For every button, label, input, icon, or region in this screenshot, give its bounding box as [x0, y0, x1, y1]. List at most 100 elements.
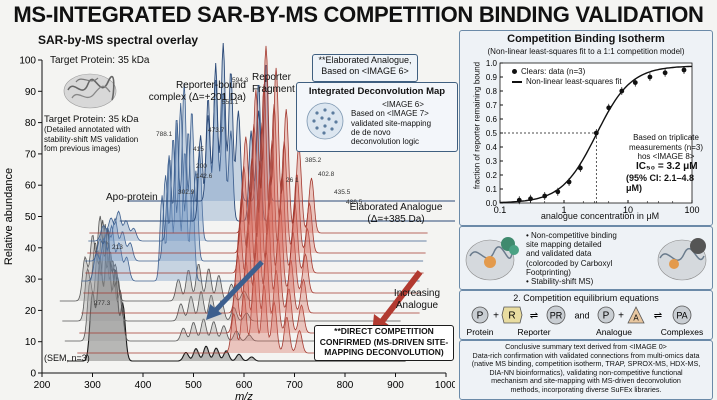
mapping-note-line: • Stability-shift MS)	[526, 277, 594, 287]
isotherm-legend: Clears: data (n=3) Non-linear least-squa…	[512, 67, 622, 87]
spectral-y-tick-label: 30	[25, 275, 37, 286]
spectral-trace	[81, 122, 420, 282]
isotherm-y-tick-label: 0.3	[486, 157, 498, 166]
eq-caption-protein: Protein	[467, 327, 494, 337]
triplicate-note: Based on triplicate measurements (n=3) h…	[626, 133, 706, 162]
isotherm-xlabel: analogue concentration in μM	[540, 211, 660, 221]
isotherm-y-tick-label: 0.0	[486, 199, 498, 208]
isotherm-y-tick-label: 0.6	[486, 115, 498, 124]
deconv-text-line: validated site-mapping	[351, 118, 432, 128]
blue-arrow-icon	[212, 260, 264, 314]
peak-label: 200	[196, 163, 207, 170]
isotherm-y-tick-label: 0.8	[486, 87, 498, 96]
isotherm-x-tick-label: 0.1	[494, 205, 507, 215]
elaborated-analogue-line: (Δ=+385 Da)	[367, 213, 425, 225]
peak-label: 788.1	[156, 131, 173, 138]
isotherm-panel: Competition Binding Isotherm (Non-linear…	[459, 30, 713, 226]
legend-data-entry: Clears: data (n=3)	[512, 67, 622, 77]
legend-line-icon	[512, 81, 522, 83]
reporter-bound-line: complex (Δ=+201 Da)	[148, 91, 246, 103]
increasing-analogue-line: Increasing	[393, 288, 441, 299]
mapping-note-line: (colorcoded by Carboxyl	[526, 258, 613, 268]
spectral-trace-fill	[79, 237, 418, 333]
spectral-y-tick-label: 40	[25, 243, 37, 254]
eq-p2: P	[603, 311, 610, 322]
main-title: MS-INTEGRATED SAR-BY-MS COMPETITION BIND…	[13, 2, 704, 27]
isotherm-y-tick-label: 0.5	[486, 129, 498, 138]
spectral-x-tick-label: 600	[236, 380, 253, 391]
isotherm-plot	[499, 65, 692, 205]
reporter-bound-line: Reporter-bound	[175, 80, 246, 91]
peak-label: 473.7	[208, 127, 225, 134]
triplicate-line: hos <IMAGE 8>	[637, 152, 695, 161]
isotherm-data-point	[566, 179, 572, 185]
isotherm-chart: 0.1 1 10 1000.00.10.20.30.40.50.60.70.80.91…	[486, 59, 700, 215]
isotherm-x-tick-label: 1	[561, 205, 566, 215]
sem-note: (SEM, n=3)	[44, 353, 90, 363]
peak-label: 277.3	[94, 300, 111, 307]
peak-label: 385.2	[305, 157, 322, 164]
legend-fit-entry: Non-linear least-squares fit	[512, 77, 622, 87]
spectral-y-tick-label: 80	[25, 118, 37, 129]
isotherm-y-tick-label: 0.9	[486, 73, 498, 82]
spectral-x-tick-label: 400	[135, 380, 152, 391]
isotherm-data-point	[606, 105, 612, 111]
deconv-text-line: Based on <IMAGE 7>	[351, 109, 429, 119]
apo-protein-label: Apo-protein	[106, 192, 158, 203]
elaborated-analogue-label: Elaborated Analogue (Δ=+385 Da)	[346, 202, 446, 225]
isotherm-x-tick-label: 10	[623, 205, 633, 215]
target-protein-detail: Target Protein: 35 kDa (Detailed annotat…	[44, 114, 156, 154]
spectral-trace	[83, 161, 422, 294]
red-arrow-icon	[377, 270, 423, 326]
spectral-y-tick-label: 10	[25, 337, 37, 348]
mapping-note-line: and validated data	[526, 249, 592, 259]
spectral-x-tick-label: 700	[286, 380, 303, 391]
eq-caption-complexes: Complexes	[661, 327, 704, 337]
isotherm-y-tick-label: 0.7	[486, 101, 498, 110]
spectral-x-label: m/z	[235, 391, 253, 400]
spectral-trace-fill	[83, 161, 422, 293]
mapping-note-line: site mapping detailed	[526, 240, 602, 250]
peak-label: 402.8	[318, 171, 335, 178]
eq-a: A	[633, 314, 639, 323]
mapping-notes: • Non-competitive binding site mapping d…	[526, 231, 654, 286]
isotherm-data-point	[528, 196, 533, 202]
eq-caption-reporter: Reporter	[517, 327, 550, 337]
direct-competition-box: **DIRECT COMPETITION CONFIRMED (MS-DRIVE…	[314, 325, 454, 361]
confirm-line: CONFIRMED (MS-DRIVEN SITE-	[319, 336, 449, 347]
elaborated-analogue-box: **Elaborated Analogue, Based on <IMAGE 6…	[312, 54, 418, 82]
eq-pa: PA	[676, 311, 687, 321]
peak-label: 551.1	[222, 99, 239, 106]
spectral-panel: 200 300 400 500 600 700 800 900 1000 0 10 20 30 40 50 6…	[0, 28, 455, 400]
summary-panel: Conclusive summary text derived from <IM…	[459, 340, 713, 400]
spectral-trace	[85, 122, 424, 274]
summary-line: mechanism and site-mapping with MS-drive…	[491, 376, 681, 386]
deconv-text-line: de de novo	[351, 127, 391, 137]
deconvolution-map-box: Integrated Deconvolution Map <IMAGE 6> B…	[296, 82, 458, 152]
spectral-y-label: Relative abundance	[3, 168, 15, 265]
spectral-trace	[89, 45, 428, 234]
isotherm-title: Competition Binding Isotherm	[507, 33, 665, 45]
spectral-trace-fill	[87, 84, 426, 253]
peak-label: 302.9	[178, 189, 195, 196]
spectral-trace	[127, 42, 455, 202]
spectral-subtitle: SAR-by-MS spectral overlay	[38, 33, 199, 47]
isotherm-data-point	[681, 67, 687, 73]
triplicate-line: Based on triplicate	[633, 133, 699, 142]
peak-label: 26 1	[286, 177, 299, 184]
deconv-text-line: <IMAGE 6>	[382, 100, 424, 109]
equations-title: 2. Competition equilibrium equations	[513, 293, 659, 303]
deconv-text-line: deconvolution logic	[351, 137, 420, 147]
spectral-trace	[119, 62, 455, 222]
target-protein-detail-line: stability-shift MS validation	[44, 134, 139, 144]
spectral-overlay-chart: 200 300 400 500 600 700 800 900 1000 0 10 20 30 40 50 6…	[3, 42, 455, 400]
isotherm-data-point	[542, 193, 548, 199]
target-protein-detail-line: Target Protein: 35 kDa	[44, 114, 139, 125]
summary-line: (native MS binding, competition isotherm…	[471, 359, 701, 369]
deconvolution-text: <IMAGE 6> Based on <IMAGE 7> validated s…	[351, 100, 455, 146]
isotherm-data-point	[647, 74, 653, 80]
spectral-trace	[88, 82, 427, 242]
spectral-trace-fill	[59, 216, 399, 301]
peak-label: 415	[193, 146, 204, 153]
spectral-trace	[59, 215, 399, 302]
